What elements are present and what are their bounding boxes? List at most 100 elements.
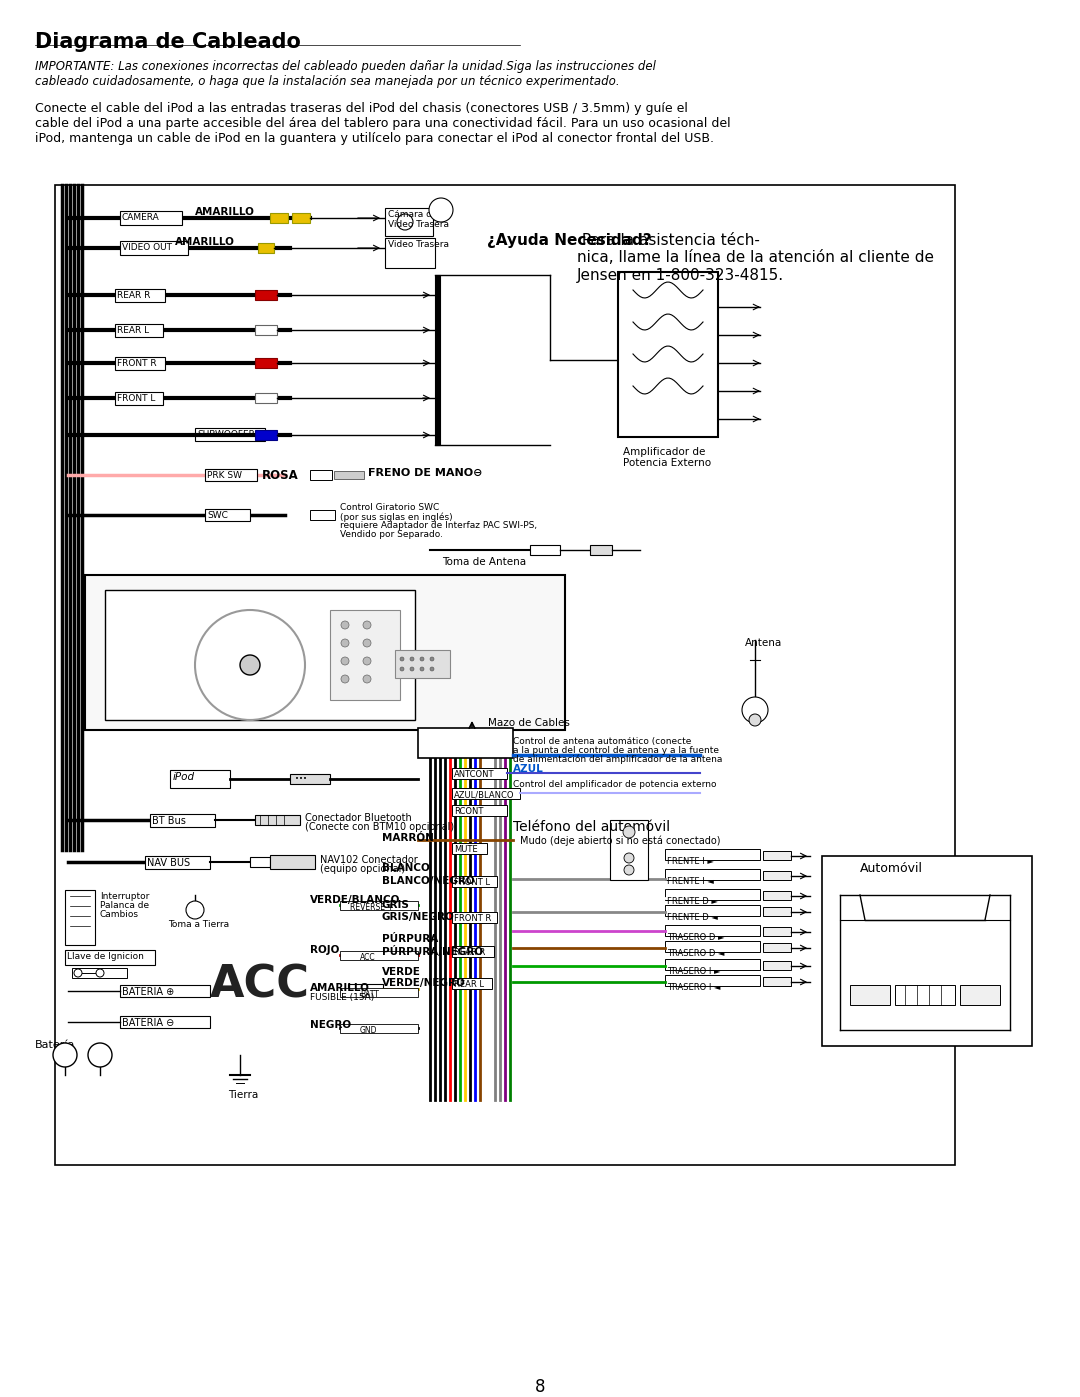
Bar [310,469,332,481]
Bar [105,590,415,719]
Text: Llave de Ignicion: Llave de Ignicion [67,951,144,961]
Text: ANTCONT: ANTCONT [454,770,495,780]
Circle shape [75,970,82,977]
Text: AMARILLO: AMARILLO [310,983,369,993]
Text: (por sus siglas en inglés): (por sus siglas en inglés) [340,511,453,521]
Bar [453,768,507,780]
Polygon shape [775,345,797,381]
Text: ACC: ACC [360,953,376,963]
Text: TRASERO I ◄: TRASERO I ◄ [667,983,720,992]
Bar [762,943,791,951]
Bar [114,358,165,370]
Text: TRASERO I ►: TRASERO I ► [667,967,720,977]
Text: SUBWOOFER: SUBWOOFER [197,430,255,439]
Text: Control Giratorio SWC: Control Giratorio SWC [340,503,440,511]
Text: GRIS/NEGRO: GRIS/NEGRO [382,912,455,922]
Circle shape [363,657,372,665]
Bar [665,869,760,880]
Bar [340,951,418,960]
Text: CAMERA: CAMERA [122,212,160,222]
Bar [114,289,165,302]
Bar [762,961,791,970]
Text: Control de antena automático (conecte: Control de antena automático (conecte [513,738,691,746]
Bar [205,509,249,521]
Bar [340,988,418,997]
Text: PÚRPURA: PÚRPURA [382,935,438,944]
Circle shape [96,970,104,977]
Bar [334,471,364,479]
Circle shape [87,1044,112,1067]
Text: Diagrama de Cableado: Diagrama de Cableado [35,32,301,52]
Bar [453,946,494,957]
Circle shape [363,638,372,647]
Text: REVERSE +: REVERSE + [350,902,394,912]
Text: Video Trasera: Video Trasera [388,240,449,249]
Circle shape [420,657,424,661]
Text: ACC: ACC [210,963,310,1006]
Bar [610,820,648,880]
Text: Cámara de: Cámara de [388,210,437,219]
Text: BATERIA ⊖: BATERIA ⊖ [122,1018,174,1028]
Circle shape [750,714,761,726]
Bar [850,985,890,1004]
Text: ¿Ayuda Necesidad?: ¿Ayuda Necesidad? [487,233,651,249]
Text: Tierra: Tierra [228,1090,258,1099]
Text: Palanca de: Palanca de [100,901,149,909]
Text: TRASERO D ►: TRASERO D ► [667,933,725,942]
Bar [255,814,300,826]
Bar [249,856,270,868]
Text: BT Bus: BT Bus [152,816,186,826]
Text: Interruptor: Interruptor [100,893,149,901]
Text: Conecte el cable del iPod a las entradas traseras del iPod del chasis (conectore: Conecte el cable del iPod a las entradas… [35,102,731,145]
Bar [120,1016,210,1028]
Bar [530,545,561,555]
Text: GND: GND [360,1025,378,1035]
Bar [418,728,513,759]
Bar [665,958,760,970]
Text: Teléfono del automóvil: Teléfono del automóvil [513,820,670,834]
Bar [453,842,487,854]
Text: FRONT R: FRONT R [454,914,491,923]
Bar [255,291,276,300]
Bar [120,985,210,997]
Text: Automóvil: Automóvil [860,862,923,875]
Bar [348,983,383,995]
Text: MUTE: MUTE [454,845,477,854]
Text: Vendido por Separado.: Vendido por Separado. [340,529,443,539]
Text: Video Trasera: Video Trasera [388,219,449,229]
Circle shape [624,865,634,875]
Text: iPod: iPod [173,773,195,782]
Circle shape [400,657,404,661]
Text: FRENTE D ◄: FRENTE D ◄ [667,914,718,922]
Bar [120,242,188,256]
Text: (Conecte con BTM10 opcional): (Conecte con BTM10 opcional) [305,821,454,833]
Text: FRENTE I ►: FRENTE I ► [667,856,714,866]
Bar [114,324,163,337]
Bar [255,326,276,335]
Bar [330,610,400,700]
Text: TRASERO D ◄: TRASERO D ◄ [667,949,725,958]
Bar [453,978,492,989]
Text: IMPORTANTE: Las conexiones incorrectas del cableado pueden dañar la unidad.Siga : IMPORTANTE: Las conexiones incorrectas d… [35,60,656,88]
Bar [65,890,95,944]
Polygon shape [775,317,797,353]
Text: REAR L: REAR L [454,981,484,989]
Text: Mazo de Cables: Mazo de Cables [488,718,570,728]
Text: AMARILLO: AMARILLO [175,237,234,247]
Circle shape [341,622,349,629]
Text: REAR L: REAR L [117,326,149,335]
Bar [665,888,760,900]
Circle shape [430,666,434,671]
Bar [85,576,565,731]
Bar [453,912,497,923]
Circle shape [341,638,349,647]
Bar [291,774,330,784]
Bar [895,985,955,1004]
Text: Cambios: Cambios [100,909,139,919]
Bar [453,805,507,816]
Bar [145,856,210,869]
Bar [120,211,183,225]
Circle shape [397,214,413,231]
Bar [340,1024,418,1032]
Text: Batería: Batería [35,1039,76,1051]
